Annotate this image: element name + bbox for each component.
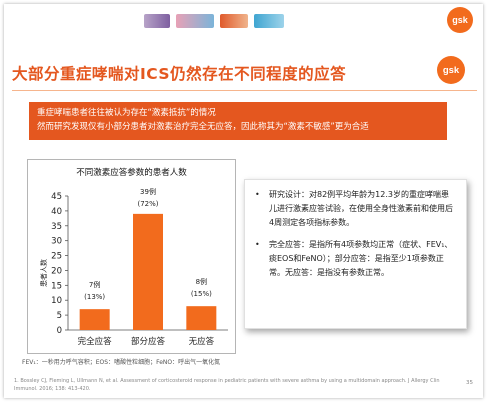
y-tick-label: 20 (51, 266, 62, 276)
sponsor-logo-3 (220, 14, 248, 28)
study-info-box: • 研究设计：对82例平均年龄为12.3岁的重症哮喘患儿进行激素应答试验，在使用… (244, 179, 467, 329)
slide-title: 大部分重症哮喘对ICS仍然存在不同程度的应答 (12, 65, 347, 83)
bullet-icon: • (255, 190, 260, 199)
sponsor-logos (144, 12, 284, 30)
x-tick-label: 完全应答 (78, 336, 113, 347)
abbreviations-footnote: FEV₁：一秒用力呼气容积；EOS：嗜酸性粒细胞；FeNO：呼出气一氧化氮 (22, 359, 221, 366)
data-label-count: 7例 (89, 280, 100, 289)
y-axis-label: 患者人数 (39, 259, 48, 287)
info-text-definitions: 完全应答：是指所有4项参数均正常（症状、FEV₁、痰EOS和FeNO）；部分应答… (269, 240, 453, 277)
info-text-design: 研究设计：对82例平均年龄为12.3岁的重症哮喘患儿进行激素应答试验，在使用全身… (269, 190, 453, 227)
y-tick-label: 15 (51, 281, 62, 291)
banner-line-1: 重症哮喘患者往往被认为存在“激素抵抗”的情况 (37, 108, 216, 118)
y-tick-label: 5 (57, 311, 62, 321)
bar-1 (79, 309, 110, 330)
data-label-count: 8例 (196, 277, 207, 286)
y-tick-label: 30 (51, 237, 62, 247)
data-label-percent: (13%) (84, 293, 105, 301)
data-label-percent: (72%) (137, 200, 158, 208)
y-tick-label: 40 (51, 207, 62, 217)
gsk-logo-top: gsk (447, 7, 473, 33)
info-item-design: • 研究设计：对82例平均年龄为12.3岁的重症哮喘患儿进行激素应答试验，在使用… (255, 188, 456, 230)
title-divider (12, 90, 477, 91)
slide-page: gsk 大部分重症哮喘对ICS仍然存在不同程度的应答 gsk 重症哮喘患者往往被… (4, 4, 483, 398)
key-message-banner: 重症哮喘患者往往被认为存在“激素抵抗”的情况 然而研究发现仅有小部分患者对激素治… (29, 102, 447, 140)
bar-3 (186, 306, 217, 330)
y-tick-label: 0 (57, 326, 62, 336)
x-tick-label: 部分应答 (131, 336, 166, 347)
page-number: 35 (466, 380, 473, 386)
bar-2 (133, 213, 163, 330)
sponsor-logo-1 (144, 14, 170, 28)
sponsor-logo-2 (176, 14, 214, 28)
bullet-icon: • (255, 240, 260, 249)
x-tick-label: 无应答 (189, 336, 215, 347)
info-item-definitions: • 完全应答：是指所有4项参数均正常（症状、FEV₁、痰EOS和FeNO）；部分… (255, 238, 456, 280)
gsk-logo-badge: gsk (437, 56, 465, 84)
data-label-percent: (15%) (191, 290, 212, 298)
reference-footnote: 1. Bossley CJ, Fleming L, Ullmann N, et … (14, 378, 440, 392)
banner-line-2: 然而研究发现仅有小部分患者对激素治疗完全无应答，因此称其为“激素不敏感”更为合适 (37, 122, 369, 132)
data-label-count: 39例 (140, 187, 156, 196)
chart-title: 不同激素应答参数的患者人数 (76, 168, 187, 178)
y-tick-label: 45 (51, 192, 62, 202)
bar-chart-panel: 不同激素应答参数的患者人数 0 5 10 15 20 25 30 35 40 45 患者人数完全应答… (27, 159, 236, 354)
sponsor-logo-4 (254, 14, 284, 28)
y-tick-label: 35 (51, 222, 62, 232)
y-tick-label: 25 (51, 252, 62, 262)
y-tick-label: 10 (51, 296, 62, 306)
